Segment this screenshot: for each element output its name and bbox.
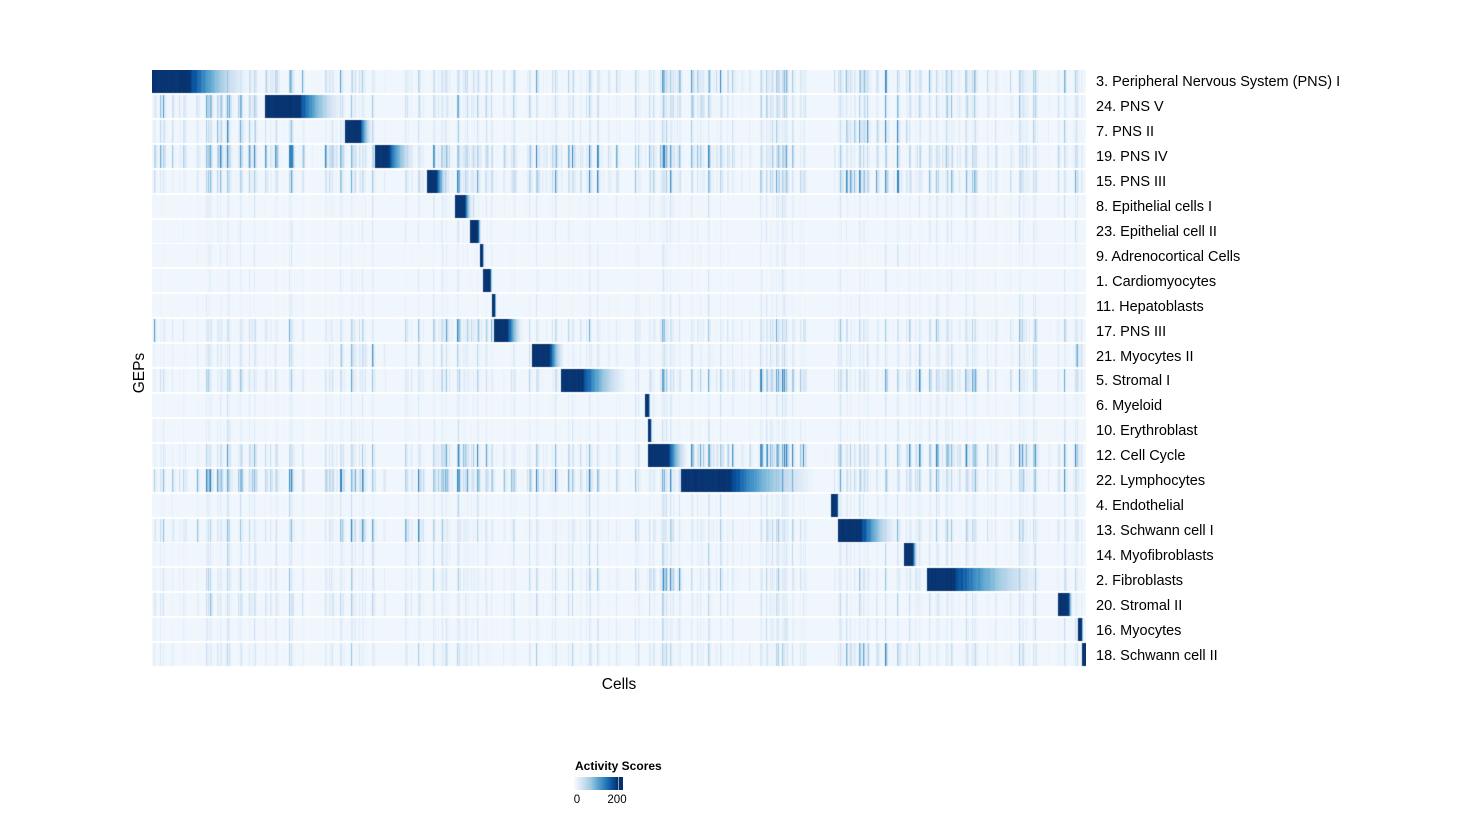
row-label: 5. Stromal I bbox=[1096, 373, 1171, 390]
colorbar-gradient bbox=[574, 777, 623, 790]
row-label: 16. Myocytes bbox=[1096, 622, 1182, 639]
row-label: 19. PNS IV bbox=[1096, 149, 1168, 166]
row-label: 3. Peripheral Nervous System (PNS) I bbox=[1096, 74, 1341, 91]
y-axis-title: GEPs bbox=[131, 352, 148, 394]
row-label: 13. Schwann cell I bbox=[1096, 522, 1214, 539]
row-label: 17. PNS III bbox=[1096, 323, 1167, 340]
row-label: 8. Epithelial cells I bbox=[1096, 199, 1213, 216]
row-label: 24. PNS V bbox=[1096, 99, 1164, 116]
row-label: 14. Myofibroblasts bbox=[1096, 547, 1214, 564]
row-label: 7. PNS II bbox=[1096, 124, 1155, 141]
row-label: 10. Erythroblast bbox=[1096, 423, 1198, 440]
colorbar-tick-200 bbox=[616, 777, 618, 790]
row-label: 9. Adrenocortical Cells bbox=[1096, 248, 1241, 265]
row-label: 20. Stromal II bbox=[1096, 597, 1183, 614]
row-label: 1. Cardiomyocytes bbox=[1096, 273, 1217, 290]
x-axis-title: Cells bbox=[601, 676, 637, 693]
legend-title: Activity Scores bbox=[575, 759, 662, 773]
row-label: 12. Cell Cycle bbox=[1096, 448, 1186, 465]
row-label: 23. Epithelial cell II bbox=[1096, 223, 1217, 240]
row-label: 4. Endothelial bbox=[1096, 498, 1184, 515]
row-label: 21. Myocytes II bbox=[1096, 348, 1194, 365]
row-label: 18. Schwann cell II bbox=[1096, 647, 1218, 664]
row-label: 11. Hepatoblasts bbox=[1096, 298, 1204, 315]
row-label: 22. Lymphocytes bbox=[1096, 473, 1206, 490]
row-label: 15. PNS III bbox=[1096, 174, 1167, 191]
legend-tick-label-min: 0 bbox=[573, 794, 581, 806]
row-label: 6. Myeloid bbox=[1096, 398, 1163, 415]
heatmap bbox=[152, 70, 1086, 668]
legend-tick-label-max: 200 bbox=[607, 794, 627, 806]
row-label: 2. Fibroblasts bbox=[1096, 572, 1184, 589]
